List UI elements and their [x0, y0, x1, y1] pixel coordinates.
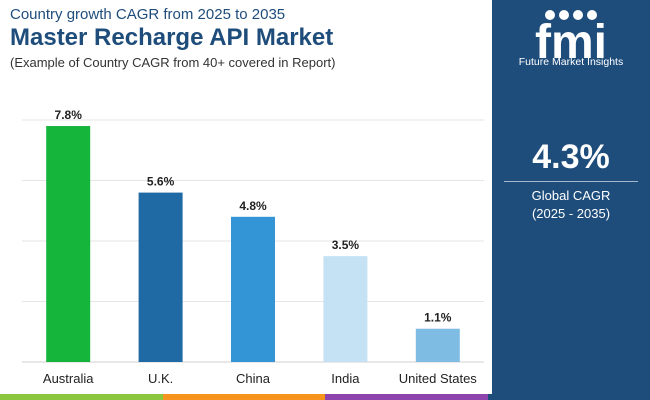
- chart-title: Master Recharge API Market: [10, 24, 334, 51]
- global-cagr-value: 4.3%: [532, 138, 610, 176]
- logo-dot-icon: [559, 10, 569, 20]
- data-label: 5.6%: [147, 175, 175, 189]
- data-label: 3.5%: [332, 238, 360, 252]
- bar-chart: 7.8% Australia 5.6% U.K. 4.8% China 3.5% India 1…: [22, 108, 484, 386]
- bar-china: [231, 216, 275, 362]
- logo-lettering: fmi: [535, 16, 607, 69]
- global-cagr-label: Global CAGR: [531, 188, 611, 203]
- bar-u-k: [138, 192, 183, 362]
- chart-note: (Example of Country CAGR from 40+ covere…: [10, 55, 336, 70]
- fmi-logo: fmi: [535, 10, 607, 69]
- sidebar-panel: fmi Future Market Insights 4.3% Global C…: [492, 0, 650, 394]
- data-label: 4.8%: [239, 199, 267, 213]
- footer-color-strip: [0, 394, 650, 400]
- logo-name: Future Market Insights: [518, 56, 624, 68]
- data-label: 7.8%: [55, 108, 83, 122]
- data-label: 1.1%: [424, 311, 452, 325]
- x-tick-label: U.K.: [148, 371, 173, 386]
- chart-subtitle: Country growth CAGR from 2025 to 2035: [10, 6, 286, 23]
- x-tick-label: India: [331, 371, 360, 386]
- logo-dot-icon: [573, 10, 583, 20]
- website-link[interactable]: www.futuremarketinsights.com: [499, 376, 643, 388]
- footer-color-segment: [487, 394, 650, 400]
- global-cagr-period: (2025 - 2035): [531, 206, 611, 221]
- x-tick-label: China: [236, 371, 271, 386]
- bar-united-states: [415, 328, 460, 362]
- bar-india: [323, 256, 368, 362]
- divider: [504, 181, 638, 182]
- footer-color-segment: [325, 394, 488, 400]
- bar-australia: [46, 126, 91, 362]
- logo-dot-icon: [587, 10, 597, 20]
- footer-color-segment: [0, 394, 163, 400]
- footer-color-segment: [162, 394, 325, 400]
- logo-dot-icon: [545, 10, 555, 20]
- x-tick-label: Australia: [43, 371, 94, 386]
- x-tick-label: United States: [399, 371, 478, 386]
